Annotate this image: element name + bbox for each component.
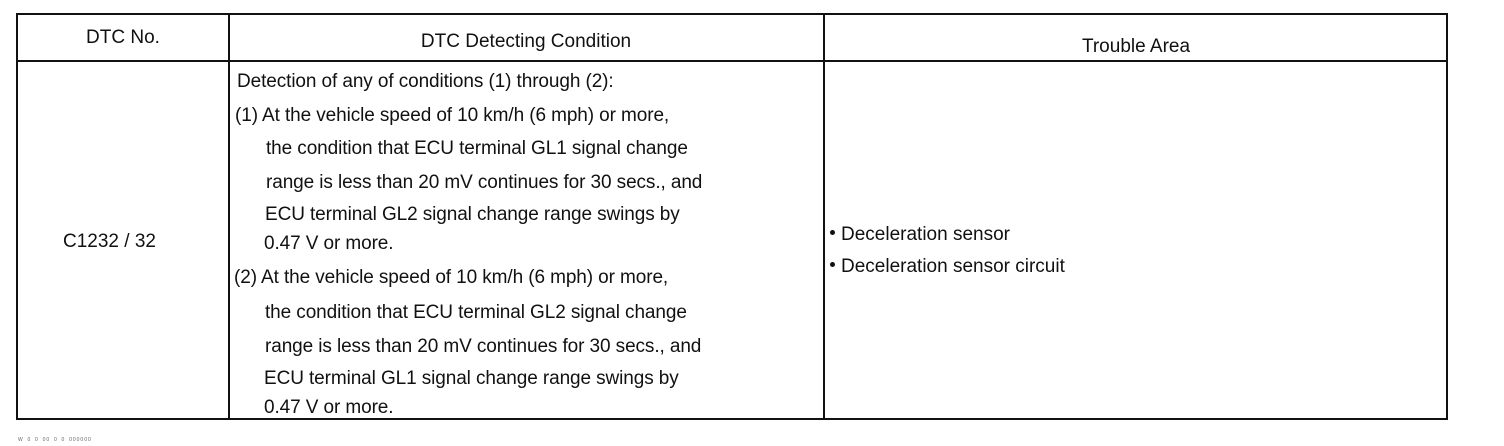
condition-line-2b: the condition that ECU terminal GL2 sign… xyxy=(265,302,687,323)
condition-line-2c: range is less than 20 mV continues for 3… xyxy=(265,336,702,357)
bullet-dot-icon xyxy=(830,230,835,236)
column-divider-1 xyxy=(228,13,230,420)
header-detecting-condition: DTC Detecting Condition xyxy=(420,31,632,52)
condition-line-1e: 0.47 V or more. xyxy=(264,233,394,254)
table-border-top xyxy=(16,13,1448,15)
condition-line-1d: ECU terminal GL2 signal change range swi… xyxy=(265,204,680,225)
dtc-number: C1232 / 32 xyxy=(63,231,156,252)
trouble-area-item-1: Deceleration sensor xyxy=(830,224,1010,246)
condition-line-2a: (2) At the vehicle speed of 10 km/h (6 m… xyxy=(234,267,669,288)
trouble-area-label-2: Deceleration sensor circuit xyxy=(841,256,1065,277)
condition-line-1a: (1) At the vehicle speed of 10 km/h (6 m… xyxy=(235,105,670,126)
condition-line-intro: Detection of any of conditions (1) throu… xyxy=(237,71,614,92)
trouble-area-label-1: Deceleration sensor xyxy=(841,224,1010,245)
header-divider xyxy=(16,60,1448,62)
condition-line-1b: the condition that ECU terminal GL1 sign… xyxy=(266,138,688,159)
table-border-bottom xyxy=(16,418,1448,420)
condition-line-2e: 0.47 V or more. xyxy=(264,397,394,418)
table-border-left xyxy=(16,13,18,420)
condition-line-2d: ECU terminal GL1 signal change range swi… xyxy=(264,368,679,389)
condition-line-1c: range is less than 20 mV continues for 3… xyxy=(266,172,703,193)
header-dtc-no: DTC No. xyxy=(86,27,160,48)
table-border-right xyxy=(1446,13,1448,420)
column-divider-2 xyxy=(823,13,825,420)
bullet-dot-icon xyxy=(830,262,835,268)
trouble-area-item-2: Deceleration sensor circuit xyxy=(830,256,1065,278)
header-trouble-area: Trouble Area xyxy=(1081,36,1191,57)
scan-code-footnote: W_0_0_00_0_0_000000 xyxy=(18,437,92,441)
